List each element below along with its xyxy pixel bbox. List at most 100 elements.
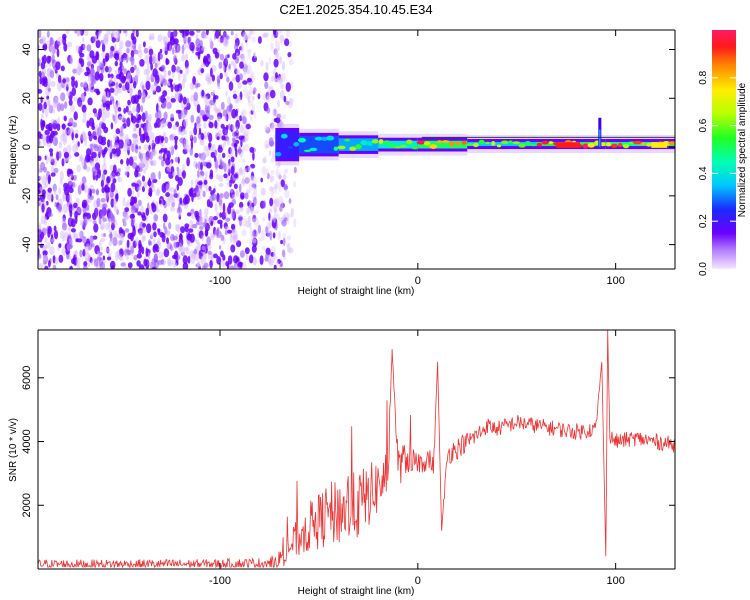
noise-blob <box>263 72 269 82</box>
noise-blob <box>214 51 220 59</box>
noise-blob <box>138 119 142 127</box>
noise-blob <box>272 232 276 239</box>
noise-blob <box>209 37 213 47</box>
noise-blob <box>231 108 237 119</box>
noise-blob <box>133 94 139 104</box>
noise-blob <box>38 137 41 147</box>
noise-blob <box>223 173 228 179</box>
noise-blob <box>288 59 294 66</box>
noise-blob <box>123 30 127 34</box>
noise-blob <box>114 141 119 148</box>
signal-blob <box>485 141 490 145</box>
noise-blob <box>225 54 228 60</box>
noise-blob <box>177 177 183 186</box>
noise-blob <box>249 175 255 182</box>
noise-blob <box>53 157 57 167</box>
noise-blob <box>262 245 266 251</box>
noise-blob <box>246 208 250 215</box>
noise-blob <box>222 64 226 72</box>
noise-blob <box>115 38 120 43</box>
noise-blob <box>126 239 130 248</box>
noise-blob <box>239 124 244 134</box>
noise-blob <box>236 240 242 248</box>
noise-blob <box>45 242 51 249</box>
noise-blob <box>129 85 134 94</box>
noise-blob <box>226 163 230 173</box>
noise-blob <box>109 87 115 94</box>
noise-blob <box>275 180 278 190</box>
noise-blob <box>235 33 238 40</box>
noise-blob <box>257 93 261 100</box>
noise-blob <box>170 205 176 212</box>
noise-blob <box>290 207 294 218</box>
noise-blob <box>113 31 119 39</box>
noise-blob <box>240 192 245 199</box>
noise-blob <box>268 150 272 156</box>
signal-blob <box>298 137 306 143</box>
noise-blob <box>194 152 199 158</box>
noise-blob <box>117 254 123 261</box>
noise-blob <box>264 257 269 262</box>
noise-blob <box>209 195 214 202</box>
noise-blob <box>111 222 115 231</box>
noise-blob <box>178 202 181 213</box>
signal-blob <box>366 141 373 146</box>
noise-blob <box>266 168 269 177</box>
noise-blob <box>120 125 124 132</box>
noise-blob <box>126 145 132 151</box>
noise-blob <box>74 129 79 135</box>
noise-blob <box>38 30 42 39</box>
noise-blob <box>131 77 136 82</box>
noise-blob <box>199 188 203 193</box>
noise-blob <box>48 87 51 92</box>
noise-blob <box>199 225 204 230</box>
noise-blob <box>269 208 273 213</box>
noise-blob <box>286 235 291 241</box>
spectrogram-noise-layer <box>38 30 297 269</box>
noise-blob <box>160 64 166 71</box>
noise-blob <box>149 36 155 41</box>
noise-blob <box>190 114 195 123</box>
noise-blob <box>148 48 154 56</box>
noise-blob <box>201 46 206 52</box>
signal-blob <box>461 140 467 145</box>
noise-blob <box>61 123 66 130</box>
noise-blob <box>240 42 244 53</box>
noise-blob <box>281 219 287 227</box>
noise-blob <box>241 53 246 63</box>
noise-blob <box>127 138 130 145</box>
noise-blob <box>106 176 111 184</box>
noise-blob <box>152 68 158 78</box>
noise-blob <box>108 146 112 154</box>
noise-blob <box>126 157 130 167</box>
noise-blob <box>197 181 203 186</box>
noise-blob <box>202 190 206 198</box>
snr-y-tick-label: 6000 <box>21 366 33 390</box>
noise-blob <box>181 44 185 55</box>
noise-blob <box>207 105 210 114</box>
noise-blob <box>285 30 291 38</box>
noise-blob <box>100 246 103 251</box>
noise-blob <box>155 189 161 196</box>
noise-blob <box>227 229 233 234</box>
noise-blob <box>136 260 141 267</box>
spectrogram-y-tick-label: -20 <box>21 188 33 204</box>
noise-blob <box>229 265 235 269</box>
noise-blob <box>137 199 142 207</box>
noise-blob <box>250 209 255 215</box>
noise-blob <box>182 255 188 265</box>
noise-blob <box>233 63 237 71</box>
noise-blob <box>209 259 213 269</box>
noise-blob <box>38 197 41 202</box>
noise-blob <box>65 30 70 35</box>
noise-blob <box>99 72 104 82</box>
noise-blob <box>163 248 170 258</box>
noise-blob <box>248 254 254 264</box>
noise-blob <box>213 188 216 194</box>
noise-blob <box>170 98 176 103</box>
noise-blob <box>109 151 113 160</box>
noise-blob <box>102 102 107 108</box>
noise-blob <box>38 199 42 208</box>
noise-blob <box>138 145 142 150</box>
noise-blob <box>73 111 78 121</box>
